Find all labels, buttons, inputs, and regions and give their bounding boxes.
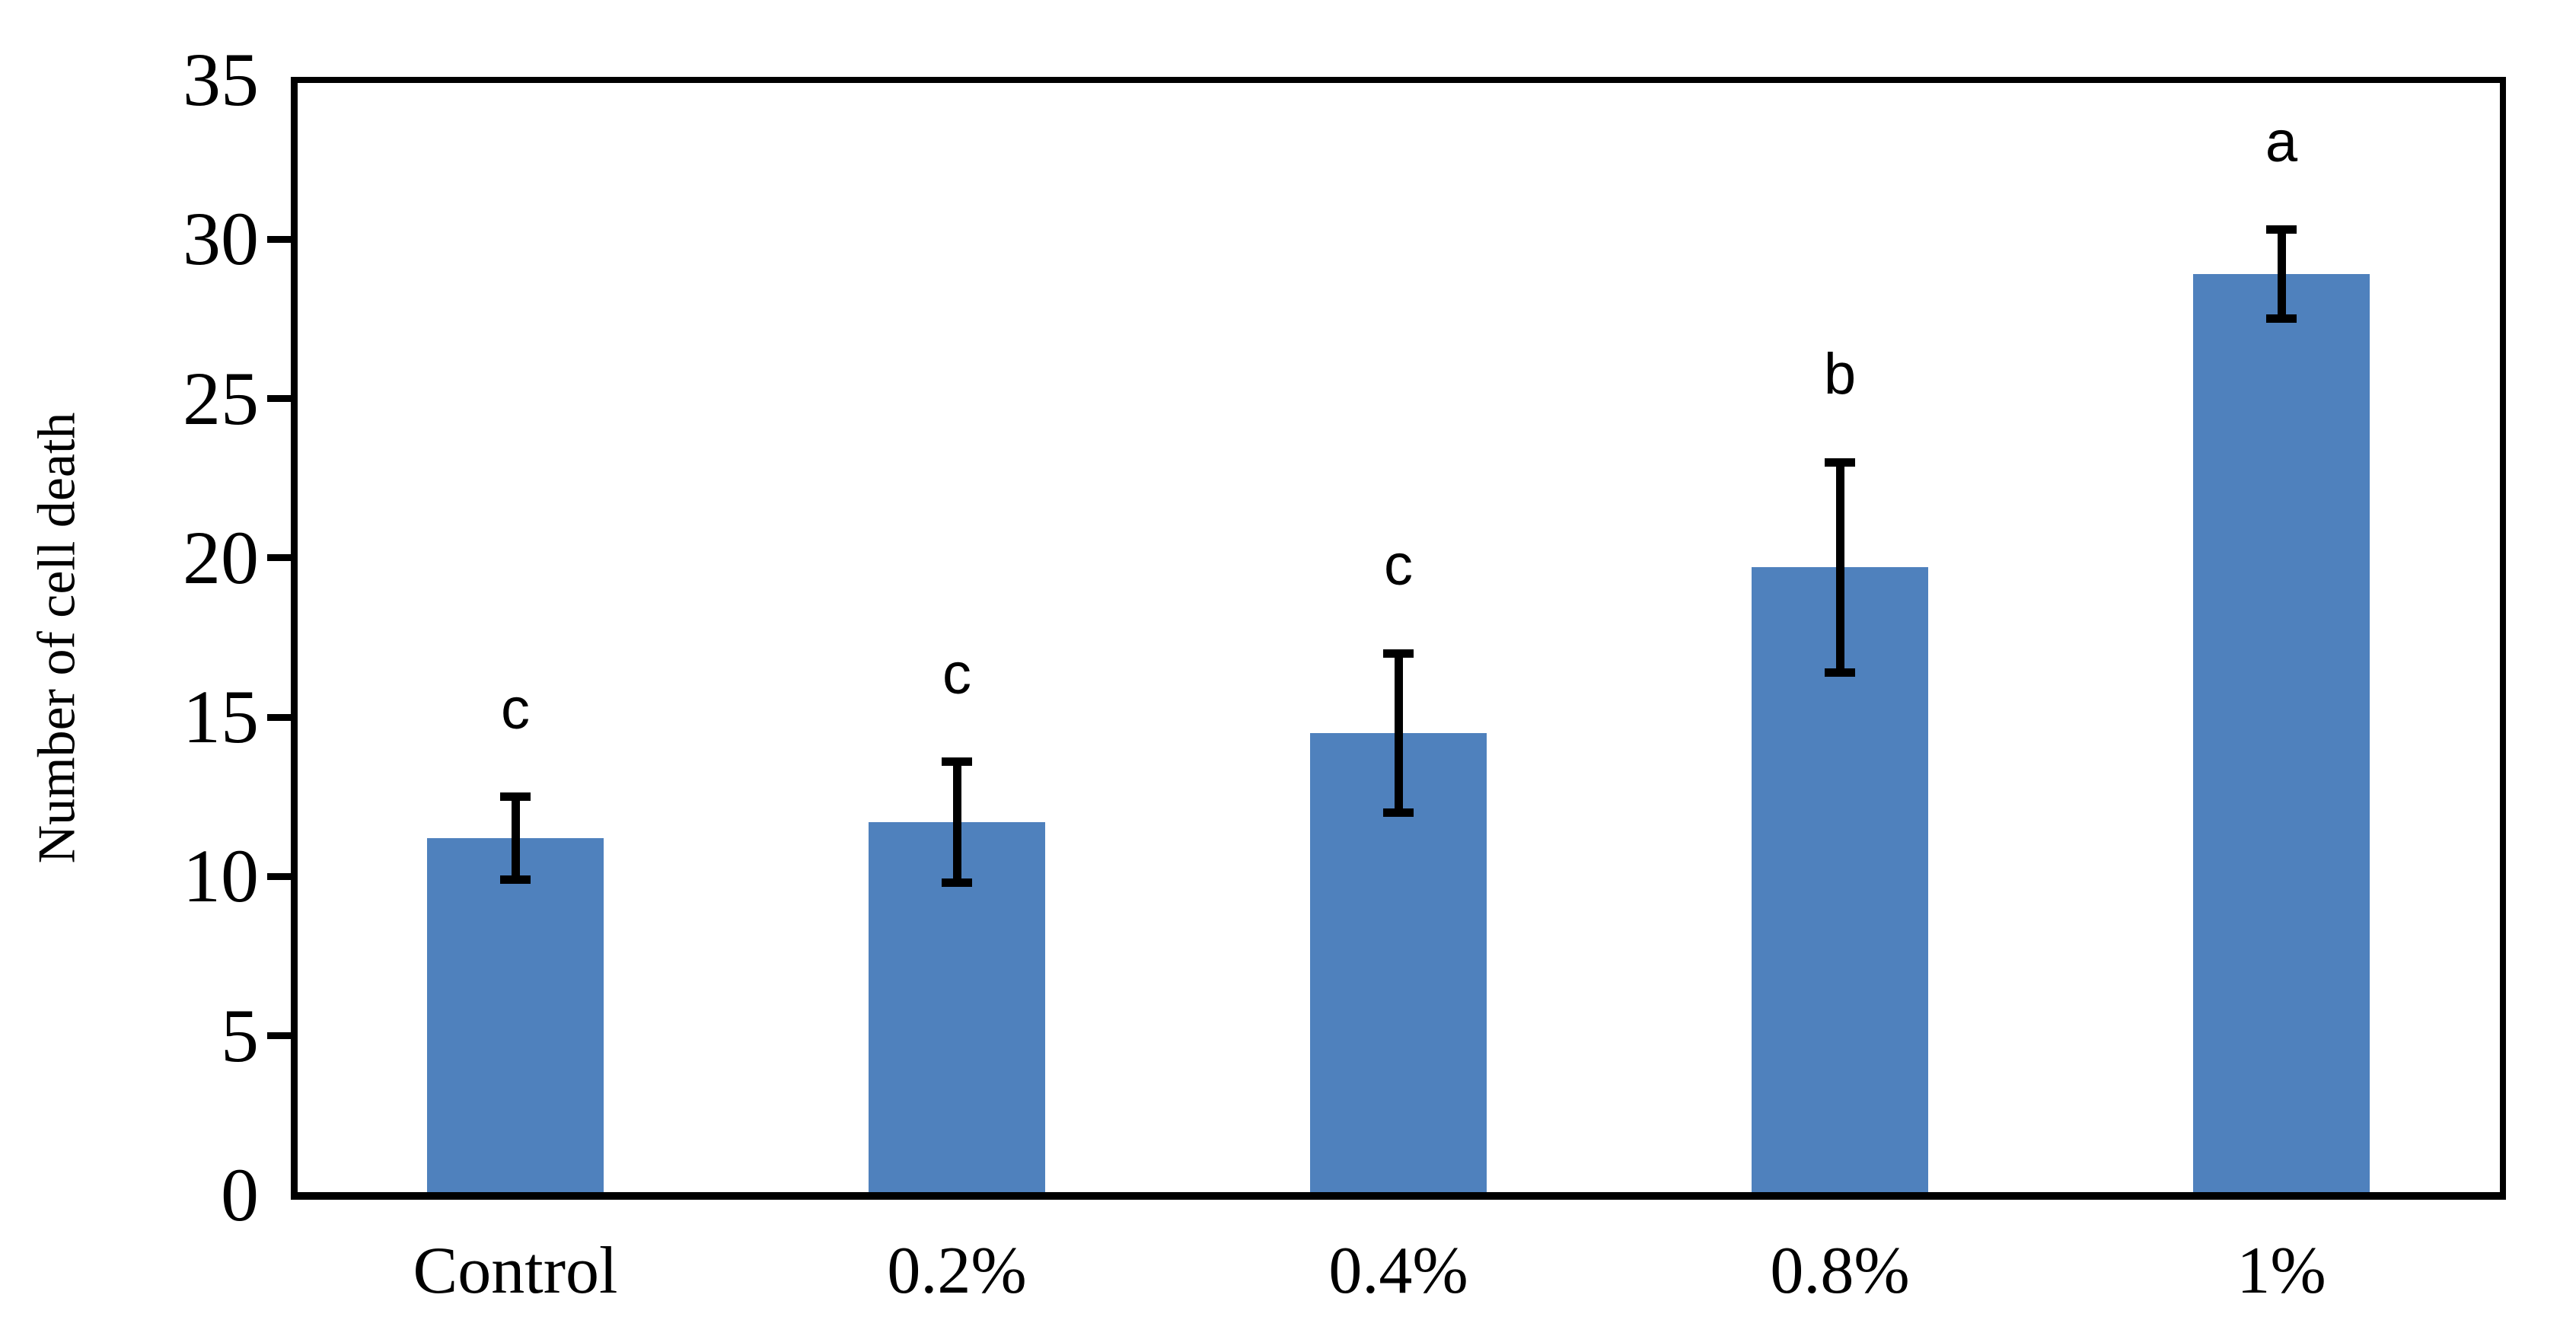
error-bar-stem — [1835, 462, 1844, 673]
y-tick-mark — [267, 235, 295, 243]
bar-Control — [427, 838, 604, 1195]
y-tick-label: 10 — [183, 834, 259, 919]
error-bar-cap-bottom — [942, 878, 972, 888]
y-tick-mark — [267, 872, 295, 880]
error-bar-cap-top — [942, 757, 972, 767]
y-tick-label: 35 — [183, 37, 259, 122]
significance-letter: c — [501, 676, 530, 741]
y-axis-title: Number of cell death — [27, 412, 86, 863]
x-category-label: 0.4% — [1328, 1234, 1468, 1308]
error-bar-cap-bottom — [1383, 808, 1414, 818]
error-bar-cap-bottom — [2266, 314, 2297, 324]
significance-letter: b — [1823, 342, 1857, 407]
frame-top-line — [291, 77, 2506, 83]
error-bar-cap-bottom — [1825, 668, 1855, 678]
y-axis-line — [291, 77, 298, 1199]
error-bar-stem — [952, 761, 961, 883]
x-category-label: 1% — [2236, 1234, 2326, 1308]
error-bar-cap-top — [1383, 649, 1414, 658]
y-tick-label: 15 — [183, 674, 259, 760]
x-category-label: 0.8% — [1770, 1234, 1910, 1308]
y-tick-label: 5 — [221, 993, 259, 1078]
x-axis-line — [291, 1192, 2506, 1200]
significance-letter: a — [2265, 109, 2298, 174]
y-tick-label: 30 — [183, 196, 259, 282]
y-tick-label: 0 — [221, 1153, 259, 1237]
y-tick-label: 25 — [183, 356, 259, 441]
y-tick-label: 20 — [183, 515, 259, 600]
error-bar-cap-top — [2266, 225, 2297, 234]
significance-letter: c — [942, 641, 971, 706]
y-tick-mark — [267, 1032, 295, 1040]
error-bar-stem — [511, 796, 520, 880]
error-bar-cap-top — [1825, 458, 1855, 467]
y-tick-mark — [267, 395, 295, 403]
error-bar-stem — [2277, 229, 2286, 319]
error-bar-cap-bottom — [500, 875, 531, 885]
error-bar-stem — [1394, 653, 1403, 813]
significance-letter: c — [1384, 533, 1413, 598]
x-category-label: Control — [413, 1234, 618, 1308]
bar-1% — [2193, 274, 2370, 1195]
frame-right-line — [2500, 77, 2506, 1199]
y-tick-mark — [267, 554, 295, 562]
y-tick-mark — [267, 713, 295, 721]
x-category-label: 0.2% — [887, 1234, 1027, 1308]
error-bar-cap-top — [500, 792, 531, 802]
